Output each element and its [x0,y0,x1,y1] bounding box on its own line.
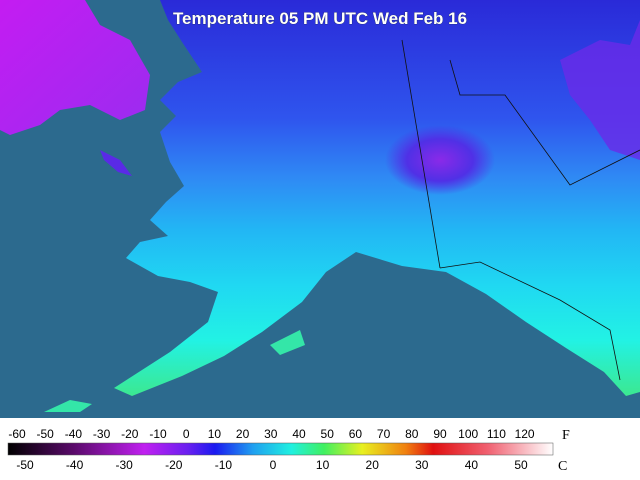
fahrenheit-label: -60 [8,427,26,441]
celsius-label: 40 [465,458,479,472]
celsius-label: -20 [165,458,183,472]
fahrenheit-label: 30 [264,427,278,441]
borders [401,39,640,381]
island [100,150,132,176]
islands [44,330,305,412]
color-bar [7,442,554,456]
celsius-label: -30 [116,458,134,472]
celsius-label: 50 [514,458,528,472]
fahrenheit-label: 80 [405,427,419,441]
fahrenheit-label: -40 [65,427,83,441]
celsius-label: 10 [316,458,330,472]
fahrenheit-label: -50 [37,427,55,441]
celsius-label: -40 [66,458,84,472]
fahrenheit-label: 110 [487,427,506,441]
fahrenheit-label: 10 [208,427,222,441]
celsius-label: 30 [415,458,429,472]
siberia [0,0,150,135]
fahrenheit-label: 50 [321,427,335,441]
fahrenheit-label: 60 [349,427,363,441]
cold-area [385,125,495,195]
fahrenheit-label: 40 [292,427,306,441]
fahrenheit-label: 0 [183,427,190,441]
fahrenheit-unit: F [562,428,570,443]
fahrenheit-label: 90 [433,427,447,441]
fahrenheit-label: 70 [377,427,391,441]
celsius-unit: C [558,459,567,474]
alaska [114,0,640,396]
celsius-label: 20 [366,458,380,472]
fahrenheit-label: -30 [93,427,111,441]
celsius-label: -10 [215,458,233,472]
fahrenheit-label: 100 [458,427,478,441]
map-title: Temperature 05 PM UTC Wed Feb 16 [173,9,467,28]
fahrenheit-label: 20 [236,427,250,441]
celsius-label: 0 [270,458,277,472]
celsius-label: -50 [16,458,34,472]
fahrenheit-label: 120 [515,427,535,441]
fahrenheit-label: -20 [121,427,139,441]
canada-islands [560,20,640,160]
fahrenheit-label: -10 [149,427,167,441]
